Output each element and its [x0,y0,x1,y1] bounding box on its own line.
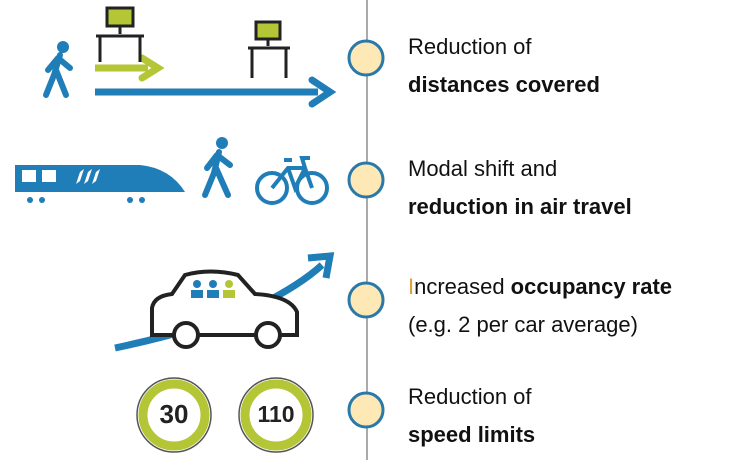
distance-icon [43,6,337,108]
item-text: Reduction of distances covered [408,28,600,104]
speed-signs: 30 110 [136,377,314,453]
item-text: Modal shift and reduction in air travel [408,150,632,226]
marker [347,161,385,199]
text-segment: Reduction of [408,34,532,59]
text-line: (e.g. 2 per car average) [408,306,672,344]
text-line: Reduction of [408,28,600,66]
text-line: Reduction of [408,378,535,416]
text-line: reduction in air travel [408,188,632,226]
modal-icon [15,137,329,205]
text-line: Modal shift and [408,150,632,188]
item-text: Reduction of speed limits [408,378,535,454]
marker [347,39,385,77]
text-line: distances covered [408,66,600,104]
car-icon [114,252,335,352]
sign-label: 110 [257,401,294,427]
text-segment: Reduction of [408,384,532,409]
text-segment: Increased [408,274,505,299]
text-line: speed limits [408,416,535,454]
text-segment: Modal shift and [408,156,558,181]
text-line: Increased occupancy rate [408,268,672,306]
item-text: Increased occupancy rate (e.g. 2 per car a… [408,268,672,344]
text-segment: speed limits [408,422,536,447]
markers [347,39,385,429]
text-segment: occupancy rate [510,274,673,299]
marker [347,281,385,319]
marker [347,391,385,429]
text-segment: (e.g. 2 per car average) [408,312,638,337]
text-segment: reduction in air travel [408,194,632,219]
sign-label: 30 [160,399,189,429]
text-segment: distances covered [408,72,600,97]
